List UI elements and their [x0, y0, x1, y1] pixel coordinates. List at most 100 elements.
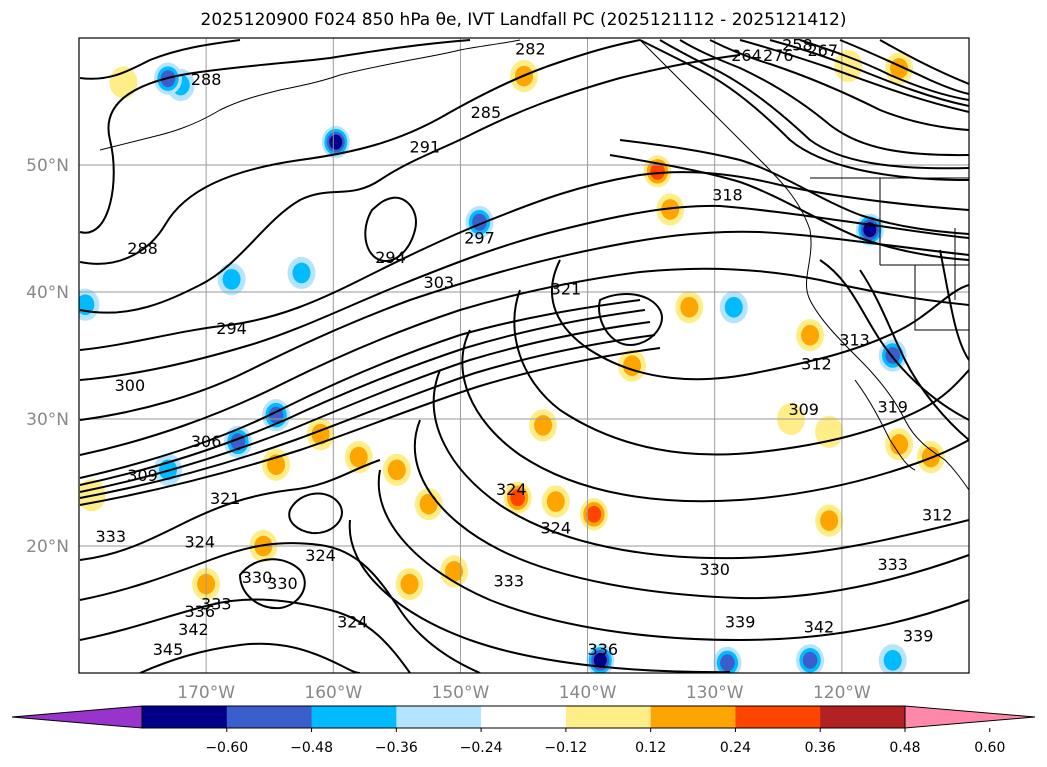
colorbar-tick-label: 0.12 — [635, 740, 666, 756]
contour-label: 267 — [808, 41, 839, 60]
contour-line — [432, 369, 969, 560]
lon-tick-label: 160°W — [304, 683, 362, 703]
contour-line — [709, 39, 969, 131]
contour-line — [550, 259, 969, 381]
pc-patch — [546, 491, 565, 512]
colorbar-tick-label: −0.12 — [544, 740, 587, 756]
pc-patch — [534, 415, 553, 436]
colorbar-swatch — [396, 706, 482, 728]
lon-tick-label: 130°W — [686, 683, 744, 703]
contour-line — [79, 204, 969, 381]
contour-label: 333 — [201, 595, 232, 614]
contour-line — [799, 39, 969, 101]
contour-label: 339 — [725, 612, 756, 631]
map-background — [79, 38, 969, 673]
colorbar-frame — [141, 705, 906, 729]
border-states — [879, 178, 969, 331]
contour-label: 313 — [839, 330, 870, 349]
pc-patch — [661, 199, 680, 220]
pc-patch — [720, 654, 735, 672]
contour-line — [679, 39, 969, 157]
colorbar-swatch — [820, 706, 906, 728]
contour-label: 333 — [493, 572, 524, 591]
pc-patch — [109, 66, 138, 99]
contour-line — [598, 293, 663, 347]
contour-label: 306 — [191, 432, 222, 451]
colorbar-tick-label: 0.48 — [889, 740, 920, 756]
baja-coast — [854, 379, 916, 471]
contour-line — [79, 39, 641, 265]
contour-label: 258 — [782, 36, 813, 55]
contour-label: 297 — [464, 229, 495, 248]
pc-patch — [510, 489, 525, 507]
theta-e-contours — [79, 39, 969, 673]
contour-line — [879, 39, 969, 85]
pc-shading-layer — [79, 49, 945, 673]
pc-patch — [419, 493, 438, 515]
contour-line — [238, 558, 306, 610]
contour-label: 321 — [210, 489, 241, 508]
contour-label: 342 — [804, 617, 835, 636]
lon-tick-label: 140°W — [559, 683, 617, 703]
contour-line — [79, 334, 656, 499]
contour-label: 339 — [903, 626, 934, 645]
contour-line — [288, 492, 343, 535]
contour-label: 288 — [127, 239, 158, 258]
contour-line — [79, 39, 471, 234]
colorbar-swatch — [481, 706, 567, 728]
pc-patch — [593, 652, 607, 668]
contour-line — [859, 269, 969, 441]
contour-label: 324 — [305, 546, 336, 565]
colorbar-swatch — [142, 706, 228, 728]
pc-patch — [801, 324, 820, 346]
contour-label: 324 — [541, 518, 572, 537]
contour-label: 319 — [877, 398, 908, 417]
contour-label: 345 — [153, 640, 184, 659]
map-frame — [78, 37, 970, 674]
figure-title: 2025120900 F024 850 hPa θe, IVT Landfall… — [200, 10, 847, 30]
contour-label: 324 — [337, 612, 368, 631]
pc-patch — [387, 459, 406, 481]
contour-label: 309 — [788, 400, 819, 419]
contour-line — [79, 39, 241, 80]
lon-tick-label: 170°W — [177, 683, 235, 703]
contour-label: 264 — [731, 46, 762, 65]
pc-patch — [890, 434, 909, 455]
colorbar-tick-label: −0.24 — [460, 740, 503, 756]
contour-label: 330 — [242, 568, 273, 587]
contour-line — [609, 154, 969, 261]
contour-label: 285 — [471, 103, 502, 122]
colorbar-tick-label: −0.36 — [375, 740, 418, 756]
contour-line — [79, 267, 969, 456]
contour-line — [79, 542, 481, 673]
contour-label: 309 — [127, 466, 158, 485]
contour-label: 324 — [185, 532, 216, 551]
contour-label: 312 — [922, 506, 953, 525]
lat-tick-label: 30°N — [26, 410, 69, 430]
longitude-ticks: 170°W 160°W 150°W 140°W 130°W 120°W — [177, 683, 871, 703]
latitude-ticks: 20°N 30°N 40°N 50°N — [26, 156, 69, 557]
contour-label: 333 — [877, 555, 908, 574]
coastline-alaska — [99, 39, 521, 151]
contour-label: 303 — [424, 273, 455, 292]
contour-label: 321 — [551, 280, 582, 299]
contour-line — [461, 329, 969, 503]
contour-label: 276 — [763, 46, 794, 65]
contour-line — [79, 459, 381, 561]
colorbar-tick-label: −0.48 — [290, 740, 333, 756]
pc-patch — [623, 355, 642, 377]
colorbar: −0.60 −0.48 −0.36 −0.24 −0.12 0.12 0.24 0.36 0.4… — [11, 705, 1036, 756]
contour-label: 288 — [191, 70, 222, 89]
contour-label: 291 — [410, 137, 441, 156]
colorbar-tick-label: −0.60 — [205, 740, 248, 756]
contour-label: 324 — [496, 480, 527, 499]
contour-label: 318 — [712, 186, 743, 205]
contour-label: 330 — [267, 574, 298, 593]
contour-line — [839, 39, 969, 95]
colorbar-swatch — [735, 706, 821, 728]
contour-label: 282 — [515, 40, 546, 59]
pc-patch — [650, 162, 665, 180]
contour-label: 294 — [216, 319, 247, 338]
